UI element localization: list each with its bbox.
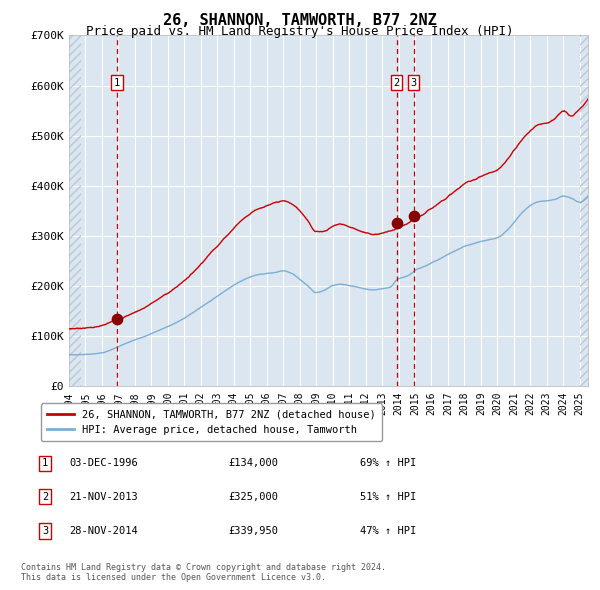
Text: 3: 3 xyxy=(42,526,48,536)
Text: 3: 3 xyxy=(410,78,416,88)
Text: 47% ↑ HPI: 47% ↑ HPI xyxy=(360,526,416,536)
Text: £134,000: £134,000 xyxy=(228,458,278,468)
Text: 2: 2 xyxy=(42,492,48,502)
Bar xyxy=(69,35,82,386)
Point xyxy=(112,314,122,324)
Bar xyxy=(69,35,82,386)
Text: 69% ↑ HPI: 69% ↑ HPI xyxy=(360,458,416,468)
Text: 2: 2 xyxy=(394,78,400,88)
Text: 26, SHANNON, TAMWORTH, B77 2NZ: 26, SHANNON, TAMWORTH, B77 2NZ xyxy=(163,13,437,28)
Bar xyxy=(580,35,588,386)
Point xyxy=(392,219,401,228)
Text: 21-NOV-2013: 21-NOV-2013 xyxy=(69,492,138,502)
Legend: 26, SHANNON, TAMWORTH, B77 2NZ (detached house), HPI: Average price, detached ho: 26, SHANNON, TAMWORTH, B77 2NZ (detached… xyxy=(41,404,382,441)
Text: 1: 1 xyxy=(42,458,48,468)
Text: £339,950: £339,950 xyxy=(228,526,278,536)
Text: 03-DEC-1996: 03-DEC-1996 xyxy=(69,458,138,468)
Text: 1: 1 xyxy=(114,78,120,88)
Text: 51% ↑ HPI: 51% ↑ HPI xyxy=(360,492,416,502)
Text: Contains HM Land Registry data © Crown copyright and database right 2024.
This d: Contains HM Land Registry data © Crown c… xyxy=(21,563,386,582)
Text: £325,000: £325,000 xyxy=(228,492,278,502)
Point xyxy=(409,211,418,221)
Text: 28-NOV-2014: 28-NOV-2014 xyxy=(69,526,138,536)
Bar xyxy=(580,35,588,386)
Text: Price paid vs. HM Land Registry's House Price Index (HPI): Price paid vs. HM Land Registry's House … xyxy=(86,25,514,38)
